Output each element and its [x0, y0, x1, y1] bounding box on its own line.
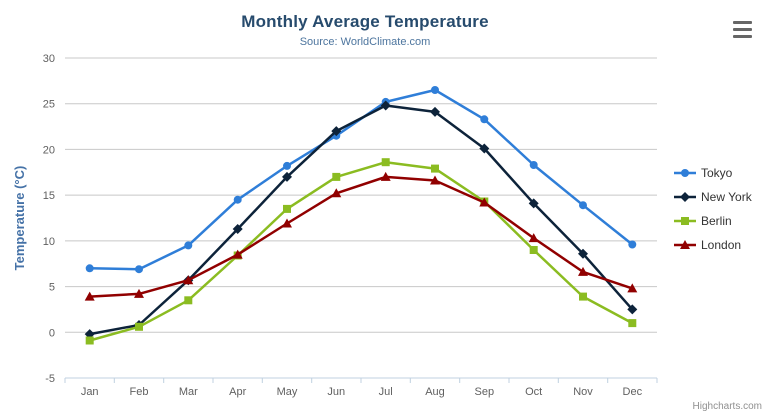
y-axis-label: 20	[43, 144, 55, 156]
point-tokyo-jan[interactable]	[85, 264, 94, 273]
point-tokyo-may[interactable]	[283, 161, 291, 170]
y-axis-title: Temperature (°C)	[12, 166, 27, 271]
point-london-sep[interactable]	[479, 197, 490, 207]
point-berlin-oct[interactable]	[529, 246, 538, 254]
x-axis-label: Feb	[130, 386, 149, 398]
point-new-york-jun[interactable]	[331, 126, 342, 137]
point-new-york-jul[interactable]	[380, 100, 391, 111]
point-berlin-may[interactable]	[283, 204, 291, 213]
point-berlin-aug[interactable]	[431, 164, 439, 173]
point-tokyo-apr[interactable]	[233, 195, 242, 204]
legend-item-tokyo[interactable]: Tokyo	[673, 161, 752, 185]
point-berlin-mar[interactable]	[184, 296, 193, 305]
legend-item-new-york[interactable]: New York	[673, 185, 752, 209]
point-new-york-apr[interactable]	[232, 224, 243, 234]
hamburger-icon	[732, 21, 752, 24]
series-line-london	[88, 175, 634, 298]
hamburger-icon	[732, 35, 752, 38]
x-axis-label: May	[277, 386, 298, 398]
point-new-york-oct[interactable]	[528, 198, 539, 209]
legend-diamond-icon	[674, 192, 696, 202]
point-new-york-may[interactable]	[282, 171, 292, 182]
y-axis-label: 15	[43, 190, 55, 202]
x-axis-label: Apr	[229, 386, 246, 398]
point-berlin-dec[interactable]	[628, 319, 637, 328]
point-tokyo-nov[interactable]	[579, 201, 587, 210]
y-axis-label: 5	[49, 282, 55, 294]
point-berlin-jan[interactable]	[85, 336, 94, 345]
legend-item-berlin[interactable]: Berlin	[673, 209, 752, 233]
chart-subtitle: Source: WorldClimate.com	[299, 36, 431, 48]
point-berlin-jun[interactable]	[332, 172, 341, 181]
point-tokyo-oct[interactable]	[529, 161, 538, 169]
y-axis-label: 10	[43, 236, 55, 248]
point-tokyo-mar[interactable]	[184, 241, 193, 250]
point-london-jan[interactable]	[84, 291, 95, 301]
point-tokyo-feb[interactable]	[135, 265, 143, 274]
legend-label: Tokyo	[701, 166, 733, 180]
legend-triangle-icon	[674, 240, 696, 249]
y-axis-label: 30	[43, 53, 55, 65]
point-berlin-nov[interactable]	[579, 292, 587, 301]
point-tokyo-sep[interactable]	[480, 115, 489, 124]
x-axis-label: Mar	[179, 386, 198, 398]
point-new-york-dec[interactable]	[627, 304, 638, 315]
x-axis-label: Dec	[623, 386, 643, 398]
y-axis-label: 0	[49, 327, 55, 339]
legend-label: Berlin	[701, 214, 732, 228]
point-new-york-sep[interactable]	[479, 143, 490, 154]
point-tokyo-dec[interactable]	[628, 240, 637, 249]
point-london-aug[interactable]	[430, 175, 440, 185]
legend-item-london[interactable]: London	[673, 233, 752, 257]
export-menu-button[interactable]	[730, 21, 754, 38]
x-axis-label: Jun	[327, 386, 345, 398]
point-london-jul[interactable]	[380, 171, 391, 181]
point-london-dec[interactable]	[627, 283, 638, 293]
series-line-new-york	[88, 104, 634, 336]
point-london-nov[interactable]	[578, 266, 588, 276]
y-axis-label: 25	[43, 99, 55, 111]
series-line-tokyo	[88, 88, 634, 271]
point-new-york-nov[interactable]	[578, 248, 588, 259]
x-axis-label: Jan	[81, 386, 99, 398]
x-axis-label: Oct	[525, 386, 542, 398]
point-new-york-aug[interactable]	[430, 106, 440, 117]
point-london-mar[interactable]	[183, 275, 194, 285]
x-axis-label: Nov	[573, 386, 593, 398]
point-london-may[interactable]	[282, 218, 292, 228]
legend-circle-icon	[674, 169, 696, 177]
series-line-berlin	[88, 160, 634, 342]
legend-label: New York	[701, 190, 752, 204]
point-berlin-feb[interactable]	[135, 322, 143, 331]
x-axis-label: Jul	[379, 386, 393, 398]
hamburger-icon	[732, 28, 752, 31]
x-axis-label: Sep	[475, 386, 495, 398]
point-london-apr[interactable]	[232, 249, 243, 259]
legend-square-icon	[674, 217, 696, 225]
x-axis-label: Aug	[425, 386, 445, 398]
legend: Tokyo New York Berlin London	[673, 161, 752, 257]
point-london-oct[interactable]	[528, 233, 539, 243]
point-berlin-jul[interactable]	[381, 158, 390, 167]
point-london-jun[interactable]	[331, 188, 342, 198]
credits-link[interactable]: Highcharts.com	[692, 401, 762, 412]
point-london-feb[interactable]	[134, 288, 144, 298]
legend-label: London	[701, 238, 742, 252]
y-axis-label: -5	[45, 373, 55, 385]
point-tokyo-aug[interactable]	[431, 86, 439, 94]
chart-title: Monthly Average Temperature	[241, 12, 489, 31]
